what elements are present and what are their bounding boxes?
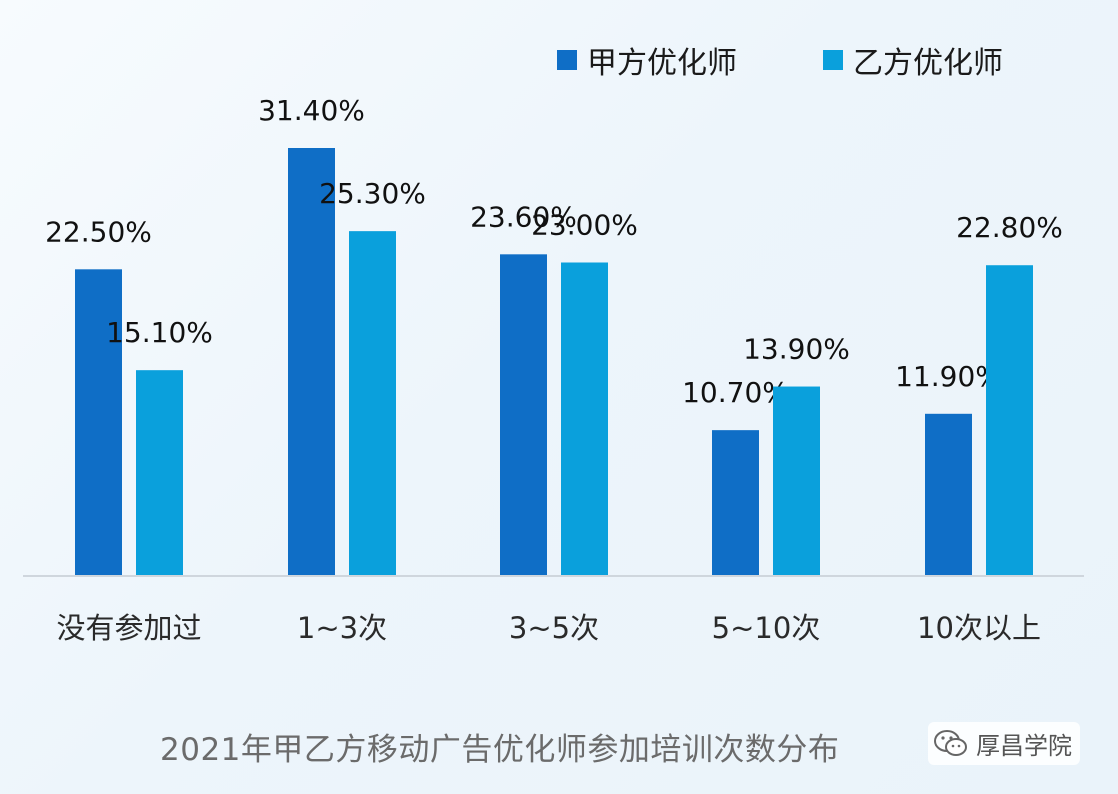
bar-series-1-cat-5 <box>925 413 972 576</box>
legend-swatch-series-a <box>557 50 577 70</box>
legend-label-series-b: 乙方优化师 <box>853 46 1003 81</box>
data-label-series-2-cat-4: 13.90% <box>743 333 850 366</box>
legend-swatch-series-b <box>823 50 843 70</box>
bar-series-2-cat-3 <box>561 262 608 576</box>
data-label-series-1-cat-4: 10.70% <box>682 376 789 409</box>
chart-title: 2021年甲乙方移动广告优化师参加培训次数分布 <box>160 732 840 768</box>
category-labels: 没有参加过 1~3次 3~5次 5~10次 10次以上 <box>56 611 1040 645</box>
watermark-text: 厚昌学院 <box>976 732 1072 760</box>
wechat-icon <box>934 729 967 756</box>
bar-series-1-cat-2 <box>288 148 335 576</box>
legend: 甲方优化师 乙方优化师 <box>557 38 1003 82</box>
data-label-series-1-cat-2: 31.40% <box>258 94 365 127</box>
bar-series-1-cat-4 <box>712 430 759 576</box>
data-label-series-1-cat-5: 11.90% <box>895 360 1002 393</box>
watermark: 厚昌学院 <box>928 722 1080 765</box>
data-label-series-1-cat-3: 23.60% <box>470 200 577 233</box>
bar-series-1-cat-1 <box>75 269 122 576</box>
bar-series-1-cat-3 <box>500 254 547 576</box>
legend-label-series-a: 甲方优化师 <box>587 46 737 81</box>
bar-series-2-cat-4 <box>773 386 820 576</box>
data-label-series-2-cat-3: 23.00% <box>531 208 638 241</box>
data-label-series-2-cat-1: 15.10% <box>106 316 213 349</box>
data-label-series-1-cat-1: 22.50% <box>45 215 152 248</box>
bar-series-2-cat-2 <box>349 231 396 577</box>
category-label-4: 5~10次 <box>712 611 821 645</box>
legend-item-series-b: 乙方优化师 <box>823 38 1003 82</box>
bar-series-2-cat-5 <box>986 265 1033 576</box>
bar-series-2-cat-1 <box>136 370 183 576</box>
category-label-1: 没有参加过 <box>56 611 201 645</box>
category-label-5: 10次以上 <box>917 611 1041 645</box>
category-label-3: 3~5次 <box>509 611 599 645</box>
bars-group: 22.50% 15.10% 31.40% 25.30% 23.60%23.00% 10.7… <box>45 94 1063 577</box>
legend-item-series-a: 甲方优化师 <box>557 38 737 82</box>
data-label-series-2-cat-5: 22.80% <box>956 211 1063 244</box>
category-label-2: 1~3次 <box>297 611 387 645</box>
data-label-series-2-cat-2: 25.30% <box>319 177 426 210</box>
